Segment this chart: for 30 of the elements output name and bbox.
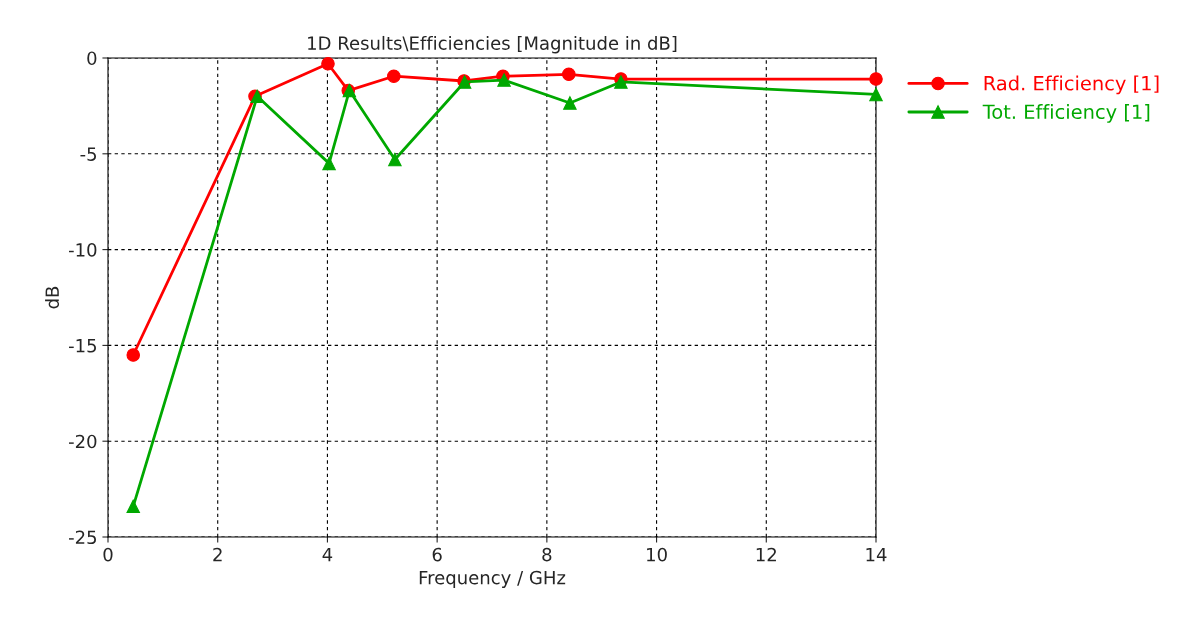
point	[322, 156, 336, 171]
x-tick-label: 10	[647, 547, 667, 562]
x-tick-label: 4	[322, 547, 333, 562]
point	[321, 56, 335, 71]
legend-label: Rad. Efficiency [1]	[984, 75, 1159, 95]
y-tick-label: -15	[68, 339, 97, 353]
y-tick-label: -20	[68, 434, 97, 449]
x-tick-label: 12	[756, 547, 776, 562]
y-tick-label: 0	[87, 51, 97, 66]
point	[126, 348, 140, 362]
point	[497, 73, 511, 87]
point	[869, 87, 883, 102]
x-tick-label: 6	[432, 547, 442, 562]
point	[562, 67, 576, 82]
x-axis-title: Frequency / GHz	[419, 570, 566, 588]
point	[869, 72, 883, 86]
y-tick-label: -5	[80, 147, 97, 161]
x-tick-label: 8	[542, 547, 552, 562]
x-tick-label: 14	[866, 547, 887, 562]
y-axis-title: dB	[45, 286, 60, 309]
point	[563, 96, 577, 110]
y-tick-label: -25	[68, 530, 97, 545]
y-tick-label: -10	[68, 243, 97, 257]
chart-title: 1D Results\Efficiencies [Magnitude in dB]	[308, 35, 677, 54]
x-tick-label: 0	[103, 547, 113, 562]
x-tick-label: 2	[213, 547, 222, 562]
point	[126, 499, 140, 514]
point	[387, 69, 401, 83]
legend-label: Tot. Efficiency [1]	[982, 104, 1150, 123]
point	[388, 152, 402, 167]
